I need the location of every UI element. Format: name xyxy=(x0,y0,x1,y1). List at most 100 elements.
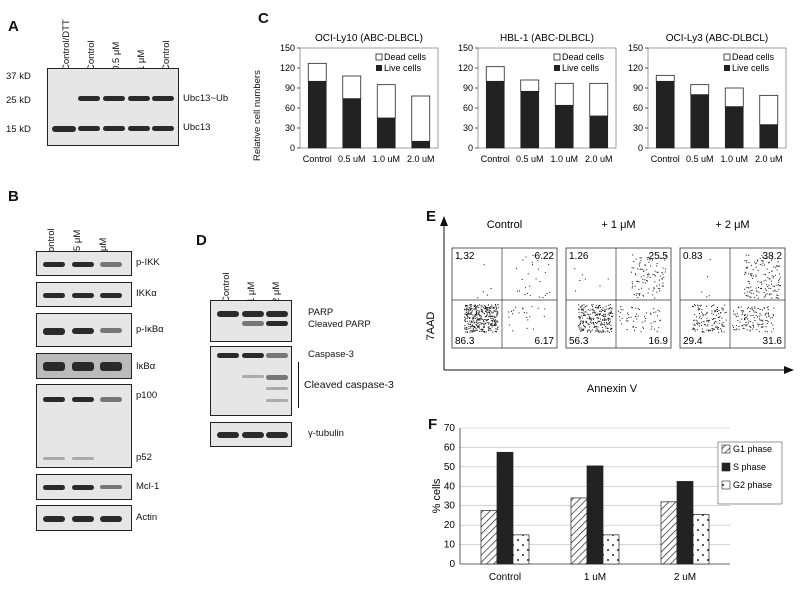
x-tick-label: 1 uM xyxy=(584,572,606,583)
bar-live-cells xyxy=(724,106,744,149)
x-tick-label: 2 uM xyxy=(674,572,696,583)
y-tick-label: 90 xyxy=(463,83,473,93)
y-tick-label: 120 xyxy=(458,63,473,73)
x-tick-label: 1.0 uM xyxy=(720,154,748,164)
bar-s-phase xyxy=(586,465,604,565)
quadrant-value-lr: 16.9 xyxy=(649,336,669,347)
y-tick-label: 150 xyxy=(458,43,473,53)
bar-live-cells xyxy=(690,94,710,149)
quadrant-value-ur: 38.2 xyxy=(763,251,783,262)
plot-frame xyxy=(451,247,558,349)
band-label-ubc13: Ubc13 xyxy=(183,122,211,133)
bar-dead-cells xyxy=(342,75,362,100)
bar-live-cells xyxy=(376,117,396,149)
quadrant-value-ll: 86.3 xyxy=(455,336,475,347)
blot-ubc13 xyxy=(47,68,179,146)
panel-f-chart: % cells 0 10 20 30 40 50 60 70 Control 1 uM 2 uM G1 … xyxy=(431,423,783,583)
legend-label: G1 phase xyxy=(733,444,772,454)
band-label: p52 xyxy=(136,452,152,463)
bar-dead-cells xyxy=(307,62,327,82)
lane-label: Control xyxy=(161,40,172,71)
legend-swatch xyxy=(721,462,731,472)
legend-swatch-live xyxy=(724,65,730,71)
quadrant-value-ur: 6.22 xyxy=(535,251,555,262)
chart-title: OCI-Ly10 (ABC-DLBCL) xyxy=(315,33,423,44)
y-tick-label: 50 xyxy=(444,462,456,473)
chart-title: OCI-Ly3 (ABC-DLBCL) xyxy=(666,33,768,44)
y-tick-label: 150 xyxy=(280,43,295,53)
cell-number-chart: HBL-1 (ABC-DLBCL) 0 30 60 90 120 150 Control 0.5… xyxy=(458,33,617,164)
band-label: IκBα xyxy=(136,361,156,372)
band-label-ubc13-ub: Ubc13~Ub xyxy=(183,93,229,104)
event-dots xyxy=(692,254,781,333)
band-label: p-IKK xyxy=(136,257,160,268)
legend-swatch-dead xyxy=(553,53,561,61)
legend-label-live: Live cells xyxy=(562,63,600,73)
panel-letter-c: C xyxy=(258,10,269,27)
band-label: Cleaved caspase-3 xyxy=(304,379,394,391)
bar-dead-cells xyxy=(589,82,609,117)
blot-mcl1 xyxy=(36,474,132,500)
band-label: γ-tubulin xyxy=(308,428,344,439)
legend-label-live: Live cells xyxy=(732,63,770,73)
marker-15kd: 15 kD xyxy=(6,124,31,135)
bar-live-cells xyxy=(485,81,505,149)
panel-letter-a: A xyxy=(8,18,19,35)
quadrant-value-ul: 1.26 xyxy=(569,251,589,262)
bar-dead-cells xyxy=(554,82,574,106)
lane-label: 0.5 μM xyxy=(111,41,122,71)
blot-p-ikk xyxy=(36,251,132,276)
flow-plot: Control 1.32 6.22 86.3 6.17 xyxy=(451,219,558,349)
quadrant-value-ul: 1.32 xyxy=(455,251,475,262)
y-tick-label: 0 xyxy=(449,559,455,570)
plot-frame xyxy=(299,47,439,149)
legend-swatch-live xyxy=(554,65,560,71)
x-tick-label: 2.0 uM xyxy=(407,154,435,164)
panel-letter-b: B xyxy=(8,188,19,205)
band-label: Actin xyxy=(136,512,158,523)
y-arrow-head xyxy=(440,216,448,226)
y-tick-label: 120 xyxy=(280,63,295,73)
legend-label-dead: Dead cells xyxy=(384,52,427,62)
event-dots xyxy=(574,254,667,333)
band-label: Caspase-3 xyxy=(308,349,354,360)
legend-swatch-live xyxy=(376,65,382,71)
legend-label: G2 phase xyxy=(733,480,772,490)
bar-live-cells xyxy=(589,115,609,149)
panel-letter-e: E xyxy=(426,208,437,225)
panel-c-charts: OCI-Ly10 (ABC-DLBCL) 0 30 60 90 120 150 Control… xyxy=(280,33,787,164)
bar-live-cells xyxy=(655,81,675,149)
quadrant-value-ll: 56.3 xyxy=(569,336,589,347)
bar-live-cells xyxy=(307,81,327,149)
blot-gamma-tubulin xyxy=(210,422,292,447)
y-tick-label: 60 xyxy=(633,103,643,113)
x-tick-label: 0.5 uM xyxy=(686,154,714,164)
y-tick-label: 30 xyxy=(633,123,643,133)
blot-caspase3 xyxy=(210,346,292,416)
bar-live-cells xyxy=(411,141,431,149)
band-label: IKKα xyxy=(136,288,157,299)
condition-label: + 2 μM xyxy=(715,219,749,231)
bar-live-cells xyxy=(342,98,362,149)
lane-label: Control xyxy=(221,272,232,303)
blot-ikka xyxy=(36,282,132,307)
blot-p100-p52 xyxy=(36,384,132,468)
y-tick-label: 20 xyxy=(444,520,456,531)
panel-e-xlabel: Annexin V xyxy=(587,383,638,395)
quadrant-value-lr: 31.6 xyxy=(763,336,783,347)
quadrant-value-ul: 0.83 xyxy=(683,251,703,262)
plot-frame xyxy=(477,47,617,149)
panel-f-ylabel: % cells xyxy=(431,478,443,513)
y-tick-label: 150 xyxy=(628,43,643,53)
y-tick-label: 0 xyxy=(468,143,473,153)
x-tick-label: 0.5 uM xyxy=(516,154,544,164)
legend-label-live: Live cells xyxy=(384,63,422,73)
y-tick-label: 60 xyxy=(285,103,295,113)
band-label: PARP xyxy=(308,307,334,318)
x-tick-label: 1.0 uM xyxy=(372,154,400,164)
condition-label: Control xyxy=(487,219,522,231)
x-tick-label: Control xyxy=(489,572,521,583)
y-tick-label: 0 xyxy=(290,143,295,153)
lane-label: Control/DTT xyxy=(61,19,72,71)
x-tick-label: Control xyxy=(651,154,680,164)
